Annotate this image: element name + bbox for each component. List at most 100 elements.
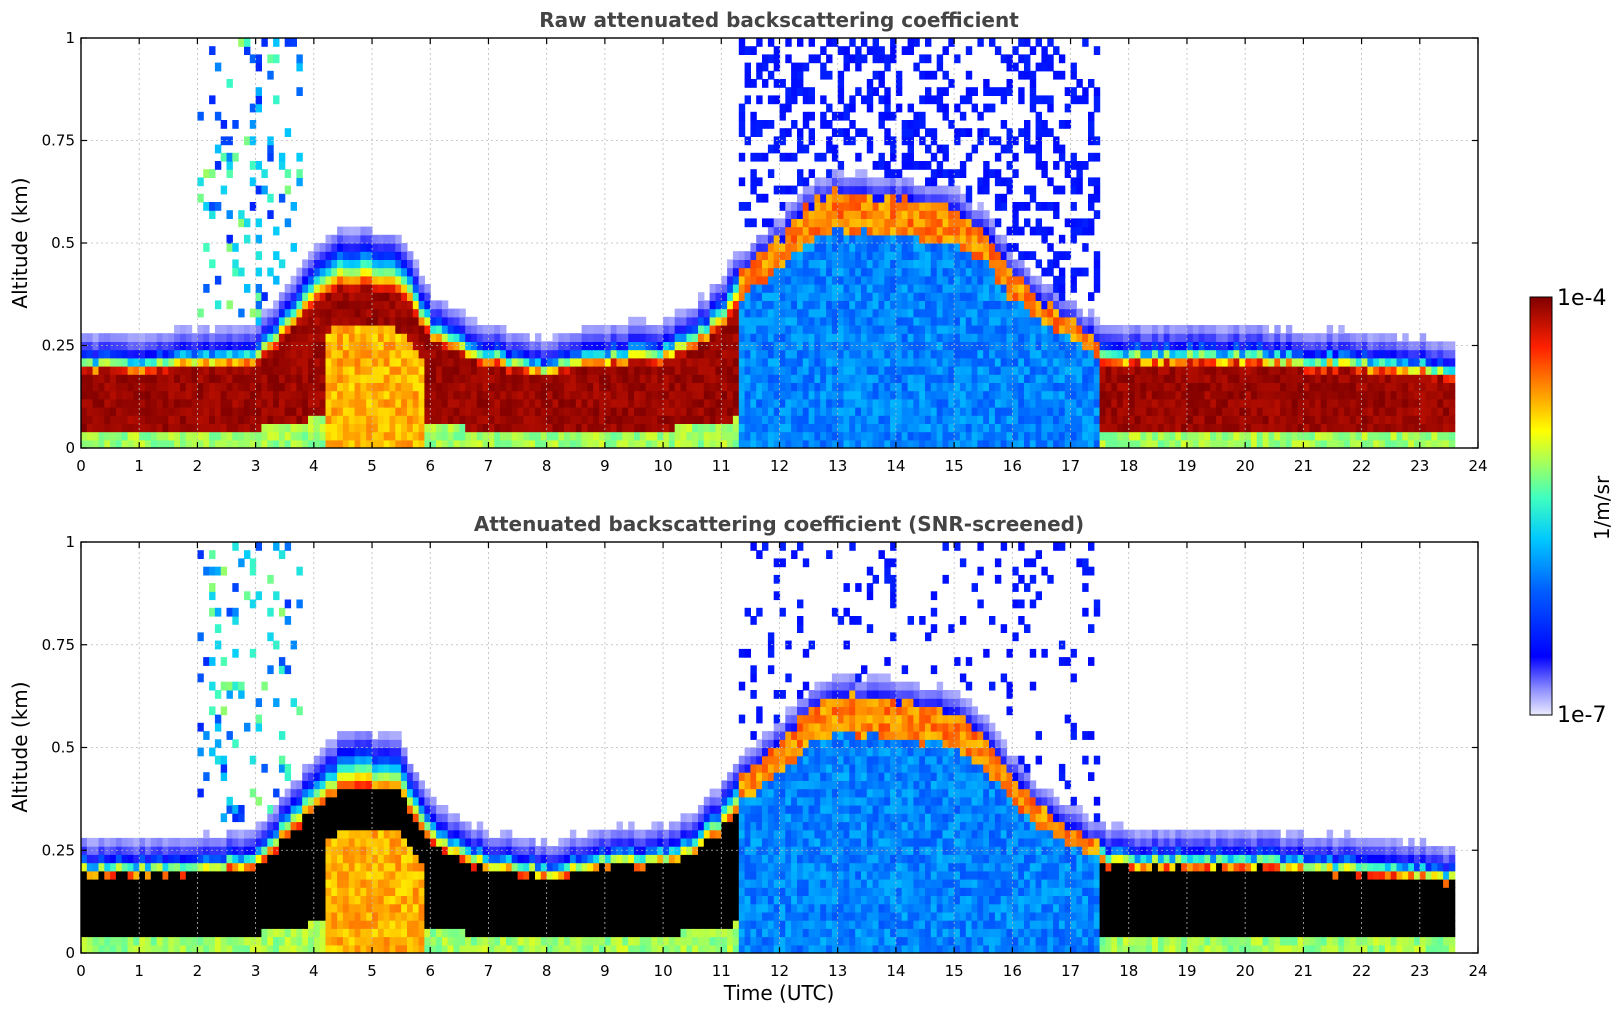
heatmap-cell: [959, 128, 967, 137]
heatmap-cell: [482, 366, 489, 375]
heatmap-cell: [610, 398, 618, 408]
heatmap-cell: [989, 218, 996, 228]
heatmap-cell: [831, 390, 839, 400]
heatmap-cell: [1227, 349, 1235, 359]
heatmap-cell: [866, 407, 874, 416]
heatmap-cell: [296, 366, 303, 375]
heatmap-cell: [959, 234, 967, 244]
heatmap-cell: [1000, 366, 1008, 375]
heatmap-cell: [989, 374, 996, 383]
heatmap-cell: [366, 243, 373, 252]
heatmap-cell: [872, 349, 879, 359]
heatmap-cell: [942, 275, 949, 285]
heatmap-cell: [616, 374, 623, 383]
heatmap-cell: [1285, 439, 1293, 448]
heatmap-cell: [1047, 390, 1054, 400]
heatmap-cell: [1024, 275, 1031, 285]
heatmap-cell: [878, 374, 885, 383]
heatmap-cell: [296, 87, 303, 96]
heatmap-cell: [767, 300, 775, 310]
heatmap-cell: [401, 243, 408, 252]
heatmap-cell: [407, 325, 414, 334]
heatmap-cell: [686, 325, 693, 334]
heatmap-cell: [197, 439, 204, 448]
heatmap-cell: [1082, 87, 1089, 96]
heatmap-cell: [575, 333, 583, 342]
heatmap-cell: [1012, 62, 1019, 72]
heatmap-cell: [913, 234, 920, 244]
heatmap-cell: [872, 193, 879, 203]
heatmap-cell: [500, 423, 507, 433]
heatmap-cell: [913, 439, 920, 448]
heatmap-cell: [1309, 357, 1316, 367]
heatmap-cell: [267, 390, 274, 400]
heatmap-cell: [273, 390, 280, 400]
heatmap-cell: [412, 431, 420, 441]
heatmap-cell: [1093, 193, 1101, 203]
heatmap-cell: [133, 357, 140, 367]
heatmap-cell: [238, 325, 245, 334]
heatmap-cell: [156, 366, 164, 375]
heatmap-cell: [1041, 398, 1048, 408]
heatmap-cell: [366, 423, 373, 433]
heatmap-cell: [698, 374, 705, 383]
heatmap-cell: [1303, 390, 1310, 400]
heatmap-cell: [244, 423, 251, 433]
heatmap-cell: [1053, 374, 1060, 383]
heatmap-cell: [168, 366, 175, 375]
heatmap-cell: [325, 284, 332, 293]
heatmap-cell: [92, 390, 99, 400]
heatmap-cell: [843, 407, 850, 416]
heatmap-cell: [948, 374, 955, 383]
heatmap-cell: [366, 300, 373, 310]
heatmap-cell: [1128, 325, 1136, 334]
heatmap-cell: [290, 407, 297, 416]
heatmap-cell: [965, 308, 973, 318]
heatmap-cell: [546, 423, 554, 433]
heatmap-cell: [296, 341, 303, 351]
heatmap-cell: [663, 316, 670, 326]
heatmap-cell: [1187, 374, 1194, 383]
heatmap-cell: [1181, 415, 1188, 424]
heatmap-cell: [762, 431, 769, 441]
heatmap-cell: [855, 357, 862, 367]
heatmap-cell: [820, 357, 827, 367]
heatmap-cell: [890, 259, 897, 269]
heatmap-cell: [1210, 349, 1217, 359]
heatmap-cell: [907, 46, 914, 55]
heatmap-cell: [232, 259, 239, 269]
heatmap-cell: [1122, 366, 1130, 375]
heatmap-cell: [465, 407, 472, 416]
heatmap-cell: [575, 407, 583, 416]
heatmap-cell: [837, 390, 845, 400]
heatmap-cell: [1105, 366, 1112, 375]
heatmap-cell: [959, 267, 967, 277]
heatmap-cell: [342, 243, 350, 252]
heatmap-cell: [1018, 333, 1025, 342]
heatmap-cell: [1239, 349, 1246, 359]
heatmap-cell: [849, 292, 856, 301]
heatmap-cell: [1064, 87, 1072, 96]
heatmap-cell: [732, 439, 740, 448]
heatmap-cell: [756, 62, 763, 72]
heatmap-cell: [919, 267, 926, 277]
heatmap-cell: [1297, 349, 1304, 359]
heatmap-cell: [715, 325, 722, 334]
heatmap-cell: [1175, 398, 1182, 408]
heatmap-cell: [802, 390, 810, 400]
heatmap-cell: [837, 439, 845, 448]
heatmap-cell: [808, 267, 815, 277]
heatmap-cell: [145, 374, 152, 383]
heatmap-cell: [360, 292, 367, 301]
heatmap-cell: [762, 267, 769, 277]
heatmap-cell: [1093, 382, 1101, 392]
heatmap-cell: [1088, 120, 1095, 129]
heatmap-cell: [1082, 398, 1089, 408]
heatmap-cell: [401, 423, 408, 433]
heatmap-cell: [709, 308, 716, 318]
heatmap-cell: [925, 243, 932, 252]
heatmap-cell: [895, 292, 903, 301]
heatmap-cell: [692, 431, 699, 441]
heatmap-cell: [831, 415, 839, 424]
heatmap-cell: [785, 259, 792, 269]
